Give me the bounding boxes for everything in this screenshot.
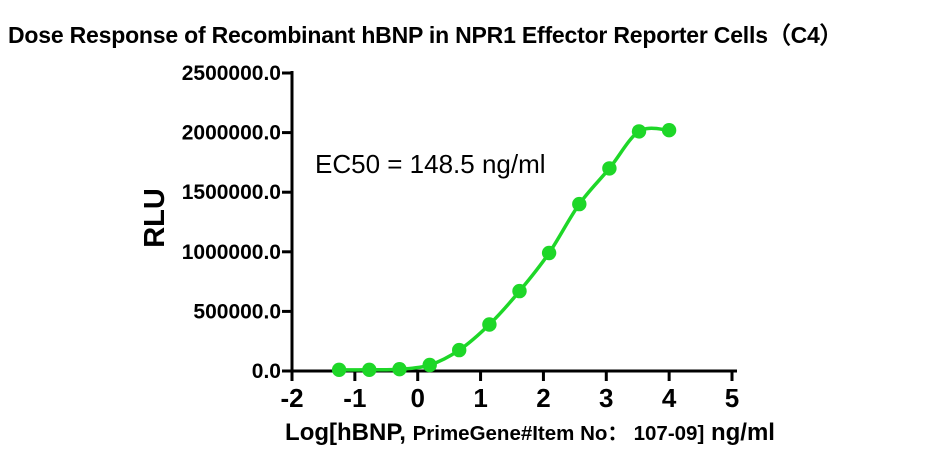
data-point bbox=[602, 161, 617, 176]
y-tick-label: 500000.0 bbox=[193, 300, 281, 323]
data-point bbox=[661, 123, 677, 138]
data-point bbox=[482, 317, 497, 332]
x-tick-label: 5 bbox=[725, 383, 739, 413]
data-point bbox=[392, 362, 407, 377]
y-tick-label: 2000000.0 bbox=[182, 122, 281, 145]
y-tick-label: 1500000.0 bbox=[182, 181, 281, 204]
data-point bbox=[631, 124, 647, 139]
x-tick-label: 4 bbox=[662, 383, 677, 413]
y-tick-label: 0.0 bbox=[252, 360, 281, 383]
y-tick-label: 1000000.0 bbox=[182, 241, 281, 264]
data-point bbox=[422, 357, 437, 373]
y-tick-label: 2500000.0 bbox=[182, 62, 281, 85]
x-axis-title: Log[hBNP, PrimeGene#Item No： 107-09] ng/… bbox=[285, 419, 775, 446]
x-tick-label: 1 bbox=[473, 383, 487, 413]
x-axis-title-middle: PrimeGene#Item No： 107-09] bbox=[413, 422, 705, 445]
data-point bbox=[541, 245, 557, 261]
data-point bbox=[362, 362, 377, 377]
data-point bbox=[331, 362, 347, 377]
x-tick-label: -2 bbox=[280, 383, 303, 413]
y-axis-title: RLU bbox=[139, 188, 171, 248]
chart-title: Dose Response of Recombinant hBNP in NPR… bbox=[8, 22, 843, 48]
data-point bbox=[452, 342, 467, 358]
data-point bbox=[512, 283, 527, 299]
x-axis-title-suffix: ng/ml bbox=[704, 419, 775, 446]
x-axis-title-prefix: Log[hBNP, bbox=[285, 419, 413, 446]
x-tick-label: 3 bbox=[599, 383, 613, 413]
x-tick-label: 2 bbox=[536, 383, 550, 413]
x-tick-label: -1 bbox=[343, 383, 366, 413]
x-tick-label: 0 bbox=[410, 383, 424, 413]
data-point bbox=[572, 196, 587, 212]
ec50-annotation: EC50 = 148.5 ng/ml bbox=[315, 149, 546, 179]
